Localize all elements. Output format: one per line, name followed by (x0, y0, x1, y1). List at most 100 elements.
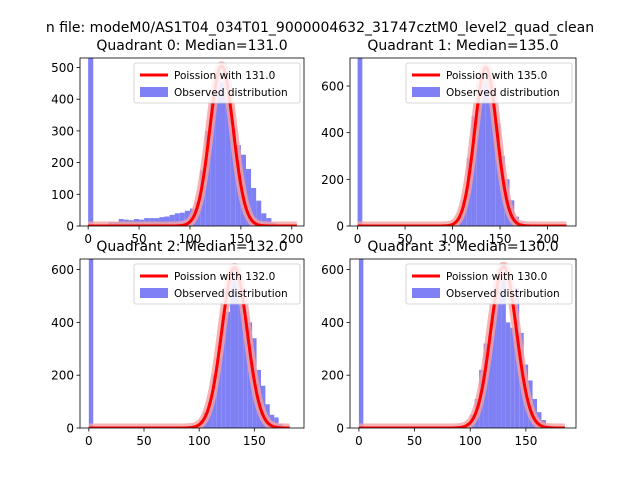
axes-frame (79, 258, 305, 429)
subplot-quadrant-2: Quadrant 2: Median=132.0 0 50 100 150 0 200 40… (51, 239, 305, 448)
y-tick-label: 200 (51, 156, 74, 170)
axes-frame (349, 57, 577, 227)
histogram-bar (174, 213, 180, 226)
legend-hist-label: Observed distribution (174, 288, 288, 300)
x-tick-label: 50 (407, 434, 422, 448)
x-tick-label: 100 (441, 232, 464, 246)
axes-frame (79, 57, 305, 227)
figure-title: n file: modeM0/AS1T04_034T01_9000004632_… (46, 20, 594, 36)
y-tick-label: 0 (66, 220, 74, 234)
histogram-bar (238, 293, 244, 428)
legend-fit-label: Poission with 132.0 (174, 271, 275, 283)
legend: Poission with 130.0 Observed distributio… (405, 263, 573, 305)
histogram-bar (357, 58, 363, 226)
plot-area: 0 50 100 150 0 200 400 600 (321, 258, 577, 448)
histogram-bar (230, 269, 235, 428)
y-tick-label: 400 (321, 126, 344, 140)
y-tick-label: 400 (51, 93, 74, 107)
x-tick-label: 50 (131, 232, 146, 246)
subplot-title: Quadrant 3: Median=130.0 (367, 239, 558, 255)
legend-box (405, 62, 573, 104)
histogram-bar (251, 187, 257, 226)
histogram-bar (245, 168, 252, 226)
histogram-bar (510, 327, 515, 428)
x-tick-label: 150 (229, 232, 252, 246)
x-tick-label: 50 (136, 434, 151, 448)
x-tick-label: 200 (280, 232, 303, 246)
plot-area: 0 50 100 150 200 0 100 200 300 400 500 (51, 57, 305, 246)
histogram-bar (179, 212, 185, 226)
x-tick-label: 0 (355, 434, 363, 448)
legend-fit-label: Poission with 131.0 (174, 70, 275, 82)
y-tick-label: 100 (51, 188, 74, 202)
legend: Poission with 135.0 Observed distributio… (405, 62, 573, 104)
y-tick-label: 0 (66, 422, 74, 436)
legend-fit-label: Poission with 135.0 (446, 70, 547, 82)
legend-hist-label: Observed distribution (446, 87, 560, 99)
fit-curve (357, 264, 566, 428)
histogram-bar (495, 123, 501, 226)
legend-hist-swatch (412, 87, 440, 97)
x-tick-label: 100 (188, 434, 211, 448)
x-tick-label: 150 (489, 232, 512, 246)
legend-hist-label: Observed distribution (446, 288, 560, 300)
y-tick-label: 400 (51, 316, 74, 330)
histogram-bar (164, 216, 170, 226)
subplot-title: Quadrant 0: Median=131.0 (96, 38, 287, 54)
y-tick-label: 200 (51, 369, 74, 383)
histogram-bar (88, 58, 94, 226)
legend-box (133, 62, 301, 104)
x-tick-label: 100 (179, 232, 202, 246)
subplot-title: Quadrant 2: Median=132.0 (96, 239, 287, 255)
y-tick-label: 400 (321, 316, 344, 330)
subplot-quadrant-3: Quadrant 3: Median=130.0 0 50 100 150 0 200 40… (321, 239, 577, 448)
x-tick-label: 0 (354, 232, 362, 246)
histogram-bar (234, 274, 239, 428)
legend-box (405, 263, 573, 305)
histogram-bar (492, 298, 497, 428)
legend-fit-label: Poission with 130.0 (446, 271, 547, 283)
histogram-bar (358, 259, 364, 428)
axes-frame (349, 258, 577, 429)
legend-box (133, 263, 301, 305)
x-tick-label: 0 (84, 232, 92, 246)
y-tick-label: 0 (336, 422, 344, 436)
histogram-bar (225, 96, 231, 226)
y-tick-label: 600 (51, 263, 74, 277)
histogram-bar (221, 319, 226, 428)
x-tick-label: 150 (514, 434, 537, 448)
x-tick-label: 150 (243, 434, 266, 448)
histogram-bar (476, 90, 482, 226)
histogram-bar (256, 200, 262, 226)
histogram-bar (481, 81, 486, 226)
histogram-bar (501, 272, 506, 428)
y-tick-label: 600 (321, 80, 344, 94)
plot-marks (354, 259, 569, 428)
histogram-bar (220, 81, 226, 226)
histogram-bar (230, 129, 236, 226)
y-tick-label: 600 (321, 263, 344, 277)
legend: Poission with 131.0 Observed distributio… (133, 62, 301, 104)
x-tick-label: 0 (85, 434, 93, 448)
plot-area: 0 50 100 150 200 0 200 400 600 (321, 57, 577, 246)
legend-hist-swatch (412, 288, 440, 298)
x-tick-label: 100 (459, 434, 482, 448)
legend-hist-swatch (140, 288, 168, 298)
histogram-bar (225, 311, 231, 428)
y-tick-label: 200 (321, 369, 344, 383)
plot-area: 0 50 100 150 0 200 400 600 (51, 258, 305, 448)
histogram-bar (88, 259, 94, 428)
histogram-bar (169, 214, 175, 226)
histogram-bar (216, 356, 222, 428)
subplot-quadrant-0: Quadrant 0: Median=131.0 0 50 100 150 200 0 10… (51, 38, 305, 246)
subplot-title: Quadrant 1: Median=135.0 (367, 38, 558, 54)
histogram-bar (488, 335, 493, 428)
y-tick-label: 500 (51, 61, 74, 75)
legend-hist-label: Observed distribution (174, 87, 288, 99)
histogram-bar (210, 92, 216, 226)
histogram-bar (261, 213, 267, 226)
histogram-bar (496, 269, 502, 428)
y-tick-label: 300 (51, 124, 74, 138)
histogram-bar (505, 322, 511, 428)
